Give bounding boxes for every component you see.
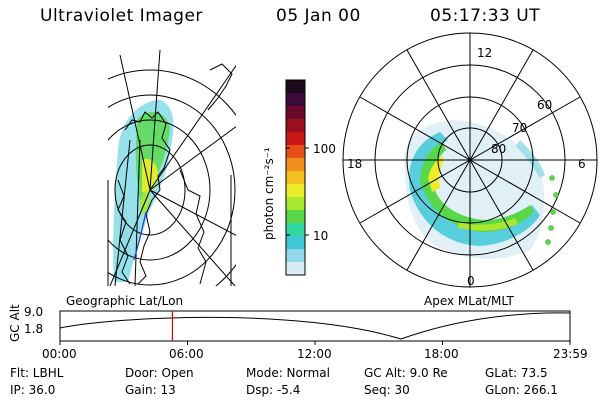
gcalt-info: GC Alt: 9.0 Re	[364, 366, 448, 380]
aurora-emission-polar	[404, 120, 545, 259]
geo-grid	[108, 49, 236, 286]
alt-ytick-low: 1.8	[24, 322, 44, 336]
colorbar-segment	[286, 223, 305, 237]
polar-grid	[342, 32, 598, 288]
mlat-label-80: 80	[491, 142, 507, 156]
door-info: Door: Open	[125, 366, 194, 380]
colorbar-segment	[286, 249, 305, 263]
time-label: 05:17:33 UT	[430, 6, 541, 26]
glat-info: GLat: 73.5	[485, 366, 548, 380]
colorbar-segment	[286, 106, 305, 120]
geographic-map-panel	[108, 49, 236, 286]
color-bar-ticks	[286, 147, 309, 236]
colorbar-segment	[286, 145, 305, 159]
colorbar-unit-label: photon cm⁻²s⁻¹	[262, 147, 276, 240]
colorbar-segment	[286, 132, 305, 146]
colorbar-tick-10: 10	[313, 229, 329, 243]
colorbar-segment	[286, 262, 305, 276]
gain-info: Gain: 13	[125, 383, 176, 397]
orbit-track	[133, 211, 147, 261]
x-tick-2359: 23:59	[553, 347, 588, 361]
altitude-curve	[59, 312, 571, 340]
instrument-title: Ultraviolet Imager	[40, 6, 203, 26]
x-tick-1200: 12:00	[297, 347, 332, 361]
seq-info: Seq: 30	[364, 383, 410, 397]
colorbar-segment	[286, 119, 305, 133]
coastline	[117, 63, 233, 285]
colorbar-segment	[286, 80, 305, 94]
mlat-label-60: 60	[537, 98, 553, 112]
date-label: 05 Jan 00	[276, 6, 361, 26]
x-tick-1800: 18:00	[424, 347, 459, 361]
colorbar-segment	[286, 236, 305, 250]
colorbar-segment	[286, 93, 305, 107]
dsp-info: Dsp: -5.4	[246, 383, 301, 397]
glon-info: GLon: 266.1	[485, 383, 558, 397]
color-bar	[285, 79, 306, 276]
mlt-label-6: 6	[578, 157, 586, 171]
edge-dots	[545, 175, 559, 245]
colorbar-segment	[286, 184, 305, 198]
mlat-label-70: 70	[512, 121, 528, 135]
mlt-label-12: 12	[477, 46, 493, 60]
altitude-plot	[59, 310, 571, 345]
colorbar-tick-100: 100	[313, 142, 336, 156]
polar-panel	[342, 32, 598, 288]
mlt-label-0: 0	[467, 274, 475, 288]
colorbar-segment	[286, 171, 305, 185]
colorbar-segment	[286, 197, 305, 211]
ip-info: IP: 36.0	[10, 383, 56, 397]
alt-ylabel: GC Alt	[8, 304, 22, 342]
geo-panel-label: Geographic Lat/Lon	[66, 294, 184, 308]
x-tick-0000: 00:00	[42, 347, 77, 361]
mode-info: Mode: Normal	[246, 366, 330, 380]
filter-info: Flt: LBHL	[10, 366, 64, 380]
polar-panel-label: Apex MLat/MLT	[424, 294, 514, 308]
colorbar-segment	[286, 210, 305, 224]
x-ticks	[59, 341, 571, 345]
x-tick-0600: 06:00	[169, 347, 204, 361]
colorbar-segment	[286, 158, 305, 172]
alt-ytick-high: 9.0	[24, 305, 44, 319]
colorbar-frame	[285, 79, 306, 276]
mlt-label-18: 18	[347, 157, 363, 171]
